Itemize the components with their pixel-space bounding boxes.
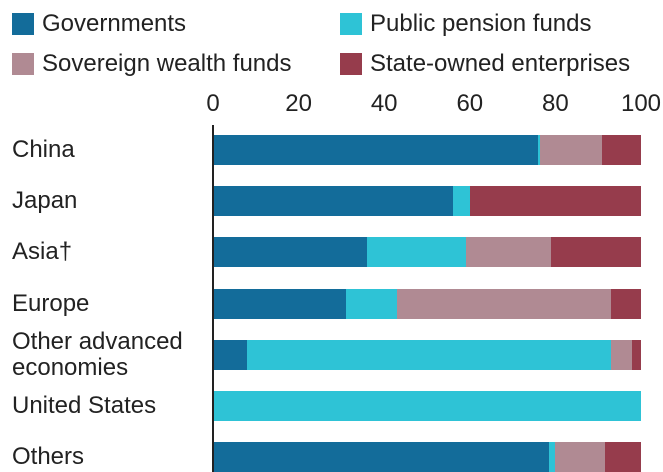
category-label: Japan [12, 187, 78, 215]
legend-swatch [12, 13, 34, 35]
bar-segment [469, 186, 641, 217]
legend-swatch [12, 53, 34, 75]
bar-segment [247, 339, 612, 370]
x-tick-label: 40 [370, 90, 398, 117]
bar-segment [555, 442, 605, 472]
bar-segment [213, 237, 368, 268]
x-tick-label: 80 [542, 90, 569, 117]
bar-segment [604, 442, 641, 472]
legend-label: State-owned enterprises [370, 50, 631, 77]
bar-segment [213, 186, 453, 217]
bar-segment [540, 135, 603, 165]
bar-segment [397, 288, 612, 319]
category-label: Others [12, 443, 85, 471]
category-label: United States [12, 392, 157, 419]
x-tick-label: 100 [620, 90, 662, 117]
legend-label: Sovereign wealth funds [42, 50, 292, 77]
bar-segment [213, 442, 549, 472]
bar-segment [213, 391, 641, 421]
legend-swatch [340, 13, 362, 35]
category-label: Other advanced economies [12, 327, 183, 381]
category-label: Europe [12, 289, 90, 317]
legend-swatch [340, 53, 362, 75]
legend-label: Governments [42, 10, 187, 37]
bar-segment [367, 237, 466, 268]
bar-segment [213, 288, 346, 319]
bar-segment [213, 135, 539, 165]
bar-segment [465, 237, 552, 268]
bar-segment [551, 237, 641, 268]
bar-segment [213, 339, 248, 370]
legend-label: Public pension funds [370, 10, 592, 37]
bar-segment [632, 339, 641, 370]
bar-segment [611, 339, 633, 370]
bar-segment [602, 135, 641, 165]
bar-segment [538, 135, 541, 165]
bar-segment [611, 288, 641, 319]
bar-segment [345, 288, 398, 319]
bar-segment [548, 442, 556, 472]
axis-line [212, 125, 214, 472]
category-label: China [12, 136, 75, 163]
category-label: Asia† [12, 238, 73, 266]
x-tick-label: 60 [456, 90, 484, 117]
x-tick-label: 20 [285, 90, 312, 117]
x-tick-label: 0 [206, 90, 220, 117]
bar-segment [452, 186, 470, 217]
